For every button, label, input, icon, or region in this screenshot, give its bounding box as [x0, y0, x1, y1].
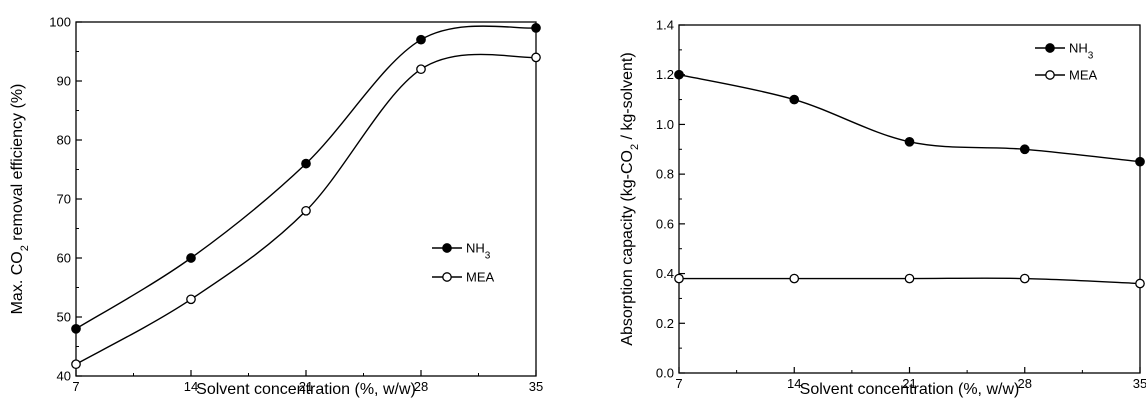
x-tick-label: 35 [529, 379, 543, 394]
legend-label-subscript: 3 [485, 250, 491, 261]
legend-marker [1045, 43, 1055, 53]
legend-entry: NH3 [1035, 41, 1094, 62]
legend-marker [442, 243, 452, 253]
y-tick-label: 0.4 [656, 266, 674, 281]
y-tick-label: 0.8 [656, 167, 674, 182]
y-tick-label: 80 [57, 133, 71, 148]
data-point [1135, 278, 1145, 289]
series-line [678, 74, 1141, 163]
data-point [416, 64, 426, 75]
legend-label-main: MEA [466, 270, 495, 285]
chart-2: 7 14 21 28 35 0.0 0.2 0.4 0.6 0.8 1.0 1.2 1.4 Solvent… [619, 18, 1146, 398]
data-point [531, 23, 541, 33]
legend-label-subscript: 3 [1088, 50, 1094, 61]
y-tick-label: 70 [57, 192, 71, 207]
data-point [1019, 273, 1030, 284]
data-point [674, 273, 684, 284]
y-tick-label: 60 [57, 251, 71, 266]
x-tick-label: 28 [1018, 376, 1032, 391]
legend-label: MEA [466, 270, 495, 285]
legend-entry: MEA [1035, 68, 1098, 83]
data-point [904, 136, 915, 147]
y-tick-label: 40 [57, 369, 71, 384]
data-point [904, 273, 915, 284]
y-axis-title: Max. CO2 removal efficiency (%) [9, 84, 31, 315]
y-axis-title-part: Absorption capacity (kg-CO [619, 150, 636, 346]
data-point [186, 294, 196, 305]
data-point [301, 158, 311, 169]
y-tick-label: 100 [49, 15, 71, 30]
y-axis-title-subscript: 2 [629, 144, 641, 150]
legend-label-main: NH [1069, 41, 1088, 56]
data-point [789, 273, 800, 284]
y-axis-title-part: Max. CO [9, 251, 26, 314]
data-point [1019, 144, 1030, 155]
data-point [186, 253, 196, 263]
data-point [1135, 156, 1145, 167]
y-axis-title: Absorption capacity (kg-CO2 / kg-solvent… [619, 52, 641, 345]
y-tick-label: 0.6 [656, 216, 674, 231]
x-tick-label: 21 [902, 376, 916, 391]
y-tick-label: 50 [57, 310, 71, 325]
series-1 [71, 23, 541, 334]
x-tick-label: 14 [787, 376, 801, 391]
x-axis-title: Solvent concentration (%, w/w) [196, 381, 416, 398]
legend-label: NH3 [1069, 41, 1094, 62]
data-point [531, 52, 541, 63]
chart-1: 7 14 21 28 35 40 50 60 70 80 90 100 Solvent concentr… [9, 15, 543, 398]
x-tick-label: 28 [414, 379, 428, 394]
data-point [416, 34, 426, 45]
x-tick-label: 7 [675, 376, 682, 391]
series-2 [674, 273, 1145, 289]
legend-marker [1045, 70, 1055, 80]
y-tick-label: 0.2 [656, 316, 674, 331]
data-point [71, 359, 81, 370]
y-axis-title-part: removal efficiency (%) [9, 84, 26, 246]
y-axis-title-part: / kg-solvent) [619, 52, 636, 144]
legend-entry: NH3 [432, 241, 491, 262]
legend-marker [442, 272, 452, 282]
x-tick-label: 14 [184, 379, 198, 394]
x-tick-label: 35 [1133, 376, 1146, 391]
y-tick-label: 0.0 [656, 366, 674, 381]
x-tick-label: 21 [299, 379, 313, 394]
legend-label-main: NH [466, 241, 485, 256]
data-point [301, 205, 311, 216]
y-axis-title-subscript: 2 [19, 245, 31, 251]
data-point [674, 69, 684, 80]
data-point [789, 94, 800, 105]
legend-label: NH3 [466, 241, 491, 262]
x-axis-title: Solvent concentration (%, w/w) [800, 381, 1020, 398]
y-tick-label: 90 [57, 74, 71, 89]
legend-label-main: MEA [1069, 68, 1098, 83]
legend-entry: MEA [432, 270, 495, 285]
series-1 [674, 69, 1145, 167]
y-tick-label: 1.0 [656, 117, 674, 132]
data-point [71, 323, 81, 334]
legend-label: MEA [1069, 68, 1098, 83]
plot-frame [75, 21, 537, 377]
series-2 [71, 52, 541, 370]
y-tick-label: 1.4 [656, 18, 674, 33]
y-tick-label: 1.2 [656, 67, 674, 82]
x-tick-label: 7 [72, 379, 79, 394]
